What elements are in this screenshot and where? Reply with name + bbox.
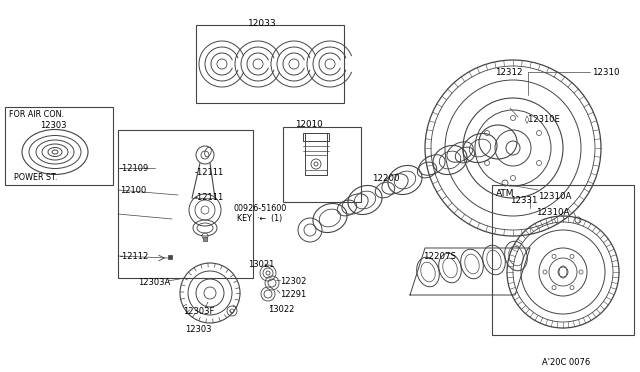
Text: 12310A: 12310A (536, 208, 570, 217)
Text: 12303A: 12303A (138, 278, 170, 287)
Text: 00926-51600: 00926-51600 (234, 204, 287, 213)
Text: 12312: 12312 (495, 68, 522, 77)
Text: -12111: -12111 (195, 168, 224, 177)
Text: -12109: -12109 (120, 164, 149, 173)
Text: 13021: 13021 (248, 260, 275, 269)
Text: -12112: -12112 (120, 252, 149, 261)
Bar (283, 127, 361, 202)
Text: 13022: 13022 (268, 305, 294, 314)
Text: A'20C 0076: A'20C 0076 (542, 358, 590, 367)
Text: 12100: 12100 (120, 186, 147, 195)
Text: 12331: 12331 (510, 196, 538, 205)
Text: 12010: 12010 (295, 120, 323, 129)
Text: 12310A: 12310A (538, 192, 572, 201)
Bar (305, 133, 327, 175)
Bar (168, 255, 172, 259)
Bar (5, 107, 113, 185)
Text: POWER ST.: POWER ST. (14, 173, 58, 182)
Text: ATM: ATM (496, 189, 515, 198)
Text: 12310: 12310 (592, 68, 620, 77)
Text: 12303: 12303 (185, 325, 211, 334)
Text: 12200: 12200 (372, 174, 399, 183)
Text: 12303: 12303 (40, 121, 67, 130)
Text: 12291: 12291 (280, 290, 307, 299)
Text: 12302: 12302 (280, 277, 307, 286)
Text: 12207S: 12207S (423, 252, 456, 261)
Text: -12111: -12111 (195, 193, 224, 202)
Bar (196, 25, 344, 103)
Bar (303, 133, 329, 141)
Bar (492, 185, 634, 335)
Text: FOR AIR CON.: FOR AIR CON. (9, 110, 64, 119)
Text: KEY  ·←  (1): KEY ·← (1) (237, 214, 282, 223)
Text: 12303F: 12303F (183, 307, 214, 316)
Bar (118, 130, 253, 278)
Bar (203, 237, 207, 241)
Text: ◊12310E: ◊12310E (525, 114, 561, 123)
Text: 12033: 12033 (248, 19, 276, 28)
